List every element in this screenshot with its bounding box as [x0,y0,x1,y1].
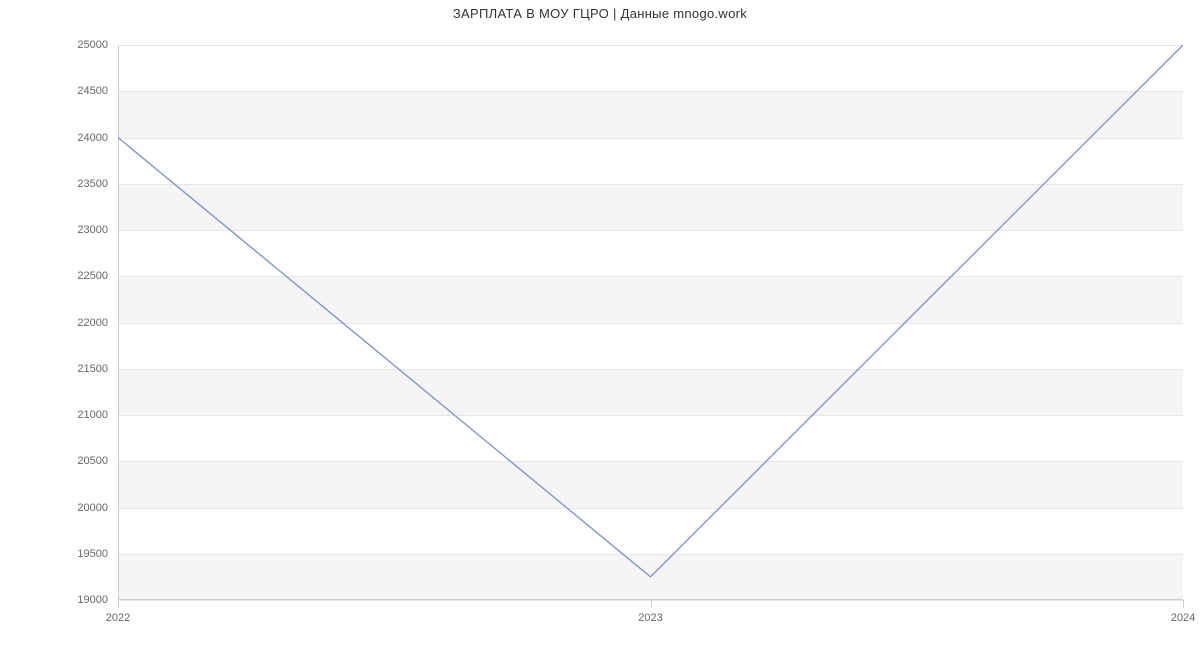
y-tick-label: 23500 [48,178,108,190]
y-tick-label: 21500 [48,363,108,375]
y-tick-label: 19500 [48,548,108,560]
y-tick-label: 20000 [48,502,108,514]
salary-line-chart: ЗАРПЛАТА В МОУ ГЦРО | Данные mnogo.work … [0,0,1200,650]
y-tick-label: 22000 [48,317,108,329]
y-tick-label: 23000 [48,224,108,236]
y-tick-label: 24500 [48,85,108,97]
chart-title: ЗАРПЛАТА В МОУ ГЦРО | Данные mnogo.work [0,6,1200,21]
x-tick [651,600,652,608]
y-tick-label: 22500 [48,270,108,282]
y-tick-label: 25000 [48,39,108,51]
x-tick-label: 2022 [106,612,130,624]
series-line-salary [118,45,1183,577]
x-tick-label: 2024 [1171,612,1195,624]
plot-area: 1900019500200002050021000215002200022500… [118,45,1183,600]
y-tick-label: 19000 [48,594,108,606]
x-tick-label: 2023 [638,612,662,624]
series-layer [118,45,1183,600]
x-tick [118,600,119,608]
y-tick-label: 21000 [48,409,108,421]
y-tick-label: 24000 [48,132,108,144]
x-tick [1183,600,1184,608]
y-tick-label: 20500 [48,455,108,467]
